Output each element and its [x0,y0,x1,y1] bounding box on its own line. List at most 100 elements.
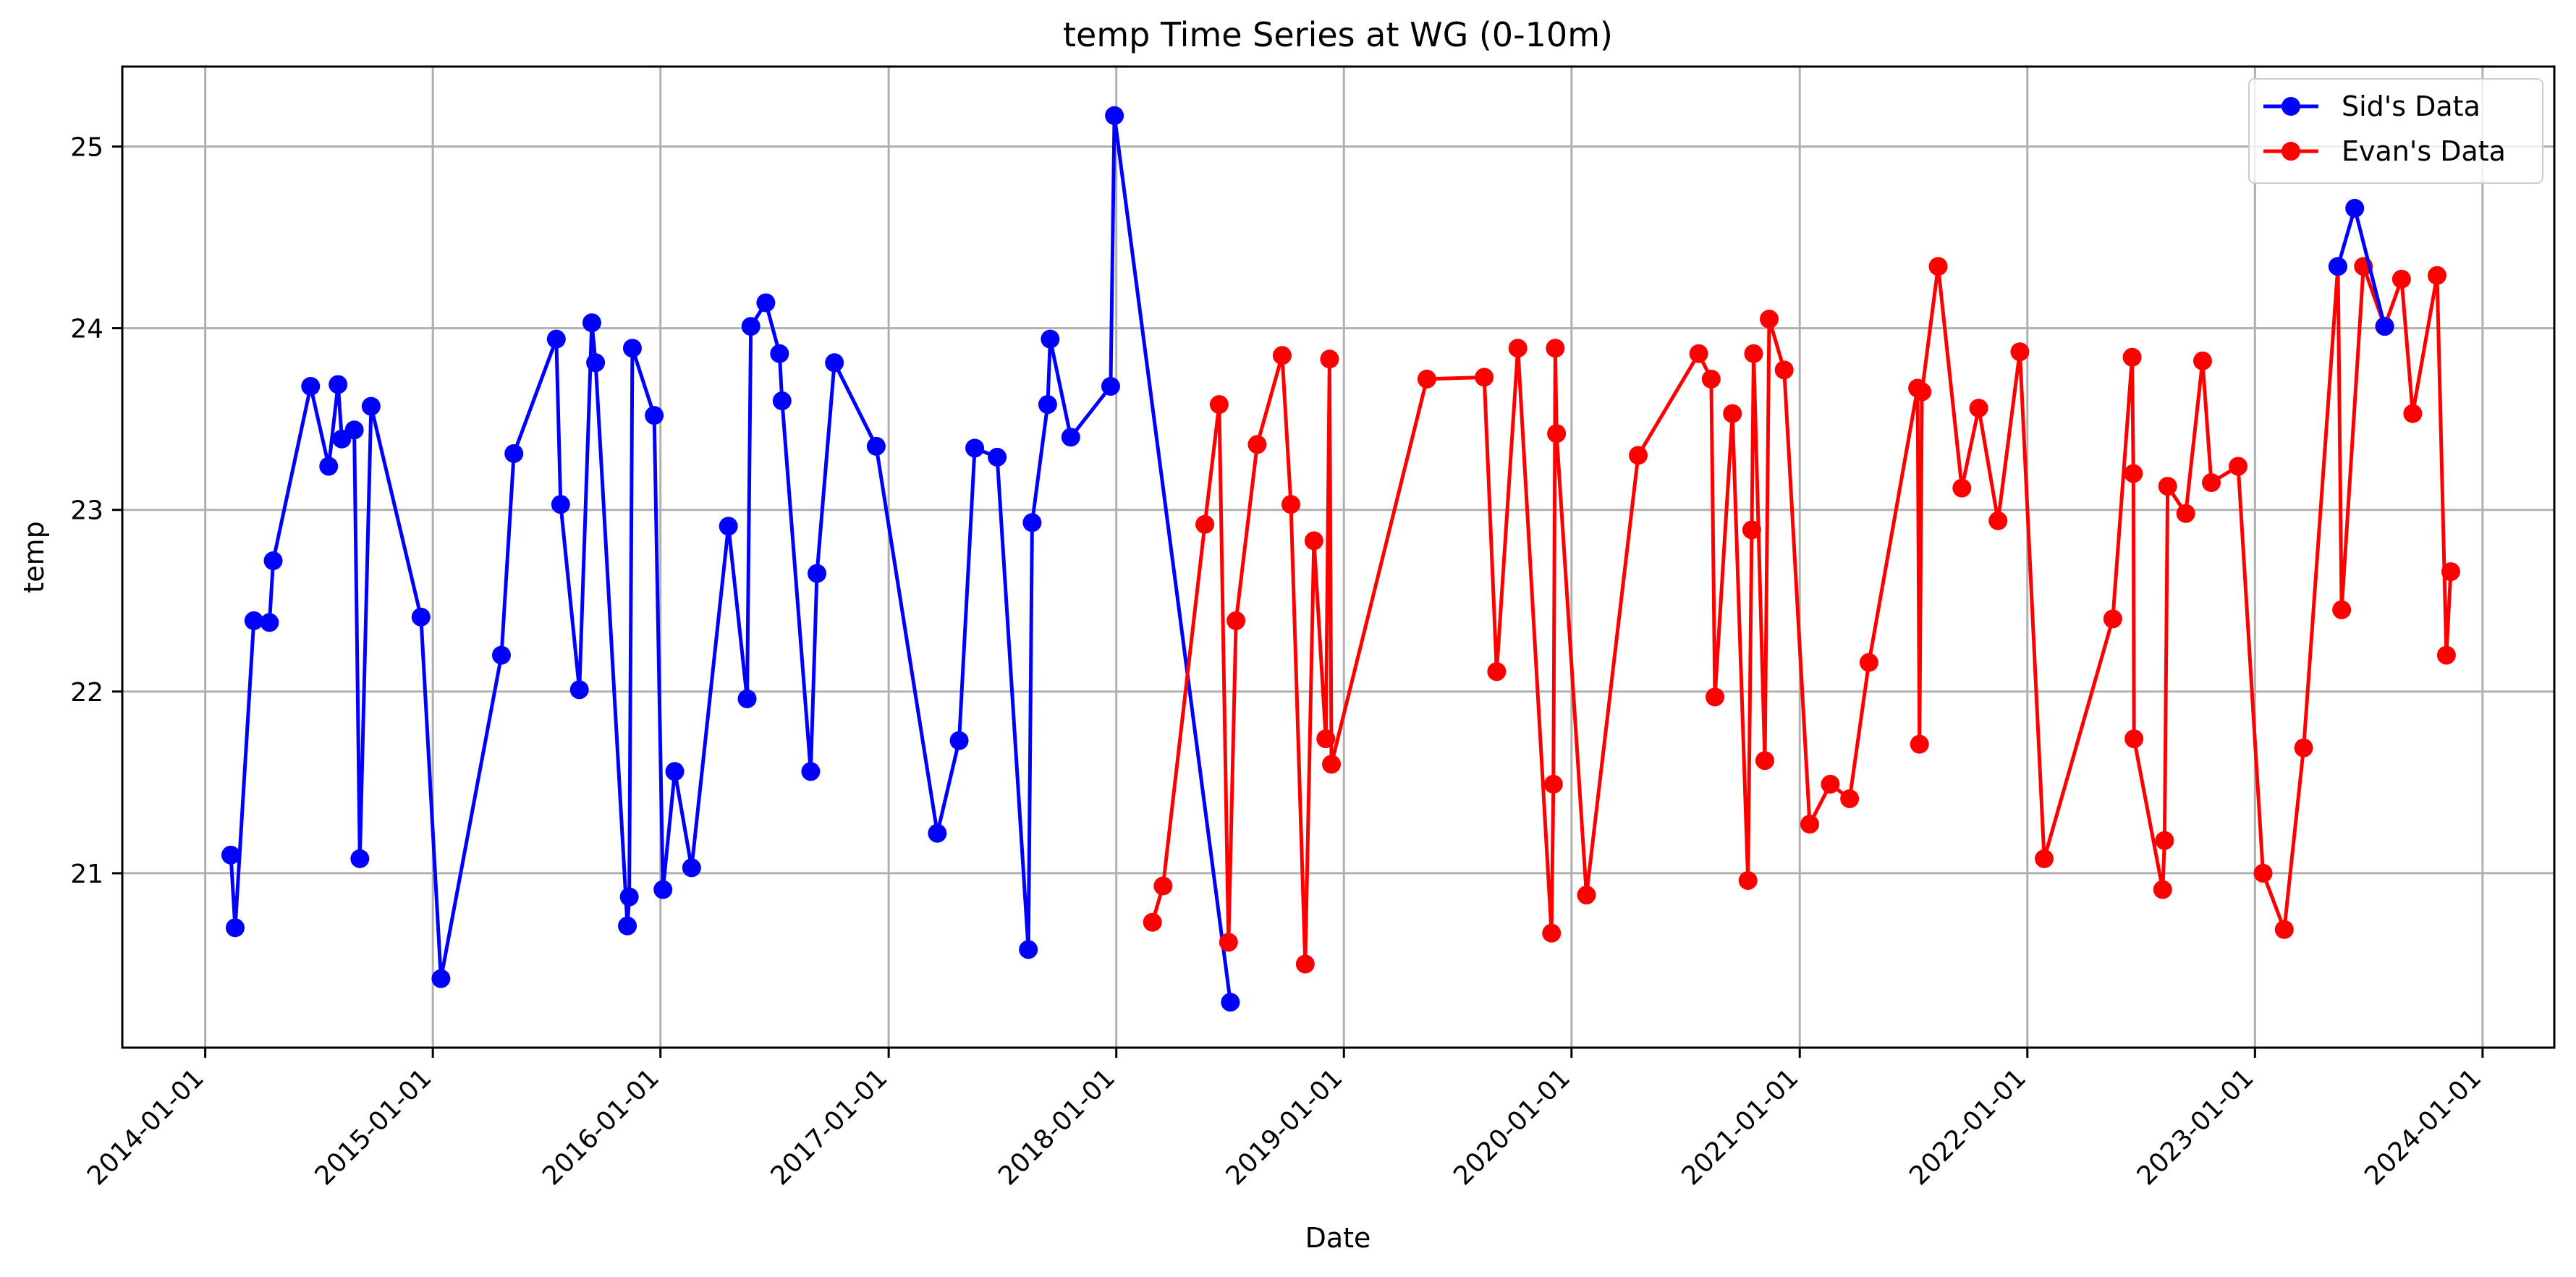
legend-marker-evans-data [2281,142,2300,161]
series-evan-s-data-point [1475,368,1494,387]
series-evan-s-data-point [2274,920,2294,939]
series-sid-s-data-point [1101,376,1120,396]
series-sid-s-data-point [350,849,370,868]
series-sid-s-data-overlay-point [2328,257,2347,276]
series-sid-s-data-point [682,858,701,878]
series-evan-s-data-point [1219,933,1238,952]
series-evan-s-data-point [1988,511,2008,530]
series-sid-s-data-point [319,457,339,476]
series-sid-s-data-point [586,353,606,373]
series-evan-s-data-group [1143,257,2460,974]
series-evan-s-data-point [1800,815,1820,834]
series-evan-s-data-point [1928,257,1948,276]
series-sid-s-data-point [719,517,738,536]
series-evan-s-data-point [1417,369,1436,389]
legend-label-sids-data: Sid's Data [2342,90,2480,122]
x-axis-label: Date [1305,1222,1371,1254]
series-evan-s-data-point [1226,611,1246,630]
series-evan-s-data-point [1912,382,1932,402]
y-axis-label: temp [18,521,50,593]
series-evan-s-data-point [2332,600,2352,619]
series-evan-s-data-point [2253,863,2273,883]
series-evan-s-data-point [1859,653,1878,672]
series-evan-s-data-point [1316,729,1336,749]
series-evan-s-data-point [2103,609,2122,629]
series-evan-s-data-point [2192,351,2212,370]
legend-label-evans-data: Evan's Data [2342,135,2506,167]
series-sid-s-data-point [1041,329,1060,349]
series-sid-s-data-point [737,689,757,708]
series-evan-s-data-point [1143,912,1162,932]
series-sid-s-data-point [225,918,245,938]
series-sid-s-data-point [244,611,263,630]
series-sid-s-data-point [582,313,601,333]
series-sid-s-data-point [619,887,639,907]
series-layer [221,106,2460,1012]
series-evan-s-data-point [1755,751,1774,771]
series-evan-s-data-point [2124,464,2143,483]
y-tick-label: 24 [70,315,103,344]
series-evan-s-data-point [1209,395,1229,415]
series-sid-s-data-point [622,339,642,358]
series-evan-s-data-point [1487,662,1507,682]
series-evan-s-data-point [1742,520,1761,540]
series-sid-s-data-point [949,731,969,750]
series-sid-s-data-point [361,396,381,416]
series-evan-s-data-point [1304,531,1323,551]
series-sid-s-data-overlay-point [2345,198,2365,218]
series-evan-s-data-point [2155,831,2174,850]
series-evan-s-data-point [2158,477,2177,496]
series-sid-s-data-point [772,391,792,411]
series-evan-s-data-point [1195,514,1215,534]
series-sid-s-data-point [741,317,760,336]
series-sid-s-data-point [263,551,283,571]
series-sid-s-data-point [1221,993,1240,1012]
series-evan-s-data-point [2153,880,2172,899]
series-sid-s-data-point [301,376,321,396]
series-evan-s-data-point [1153,876,1173,896]
series-evan-s-data-point [2124,729,2144,749]
series-sid-s-data-point [411,607,431,627]
series-sid-s-data-point [1019,940,1038,959]
series-evan-s-data-line [1151,264,2453,966]
series-evan-s-data-point [1910,734,1929,754]
y-tick-label: 25 [70,132,103,162]
series-sid-s-data-point [770,344,789,363]
series-evan-s-data-point [1821,774,1840,794]
series-evan-s-data-point [1706,687,1725,707]
series-sid-s-data-point [491,645,511,665]
series-sid-s-data-point [653,880,673,899]
series-evan-s-data-point [1701,369,1721,389]
series-evan-s-data-point [1969,399,1988,418]
series-evan-s-data-point [1723,404,1742,423]
series-sid-s-data-point [1038,395,1057,415]
series-sid-s-data-point [808,564,827,583]
legend: Sid's Data Evan's Data [2248,78,2543,184]
series-evan-s-data-point [1547,424,1567,444]
y-tick-label: 22 [70,678,103,708]
series-sid-s-data-overlay-group [2328,198,2394,336]
series-sid-s-data-point [504,444,524,463]
series-evan-s-data-point [1689,344,1708,363]
series-evan-s-data-point [1840,789,1860,808]
series-evan-s-data-point [2010,342,2030,362]
chart-title: temp Time Series at WG (0-10m) [1063,15,1613,54]
series-sid-s-data-point [569,680,589,700]
grid-lines [122,67,2554,1048]
series-sid-s-data-point [344,420,364,440]
series-sid-s-data-point [546,329,566,349]
series-sid-s-data-point [329,375,348,394]
series-evan-s-data-point [2294,738,2313,758]
series-evan-s-data-point [1952,478,1972,498]
series-evan-s-data-point [1738,870,1758,890]
series-evan-s-data-point [1295,954,1315,974]
series-evan-s-data-point [1322,755,1342,774]
series-evan-s-data-point [2176,504,2195,523]
series-evan-s-data-point [2229,457,2248,476]
y-tick-label: 21 [70,860,103,889]
series-sid-s-data-point [665,762,685,781]
series-sid-s-data-point [645,406,664,425]
series-sid-s-data-point [618,916,637,936]
